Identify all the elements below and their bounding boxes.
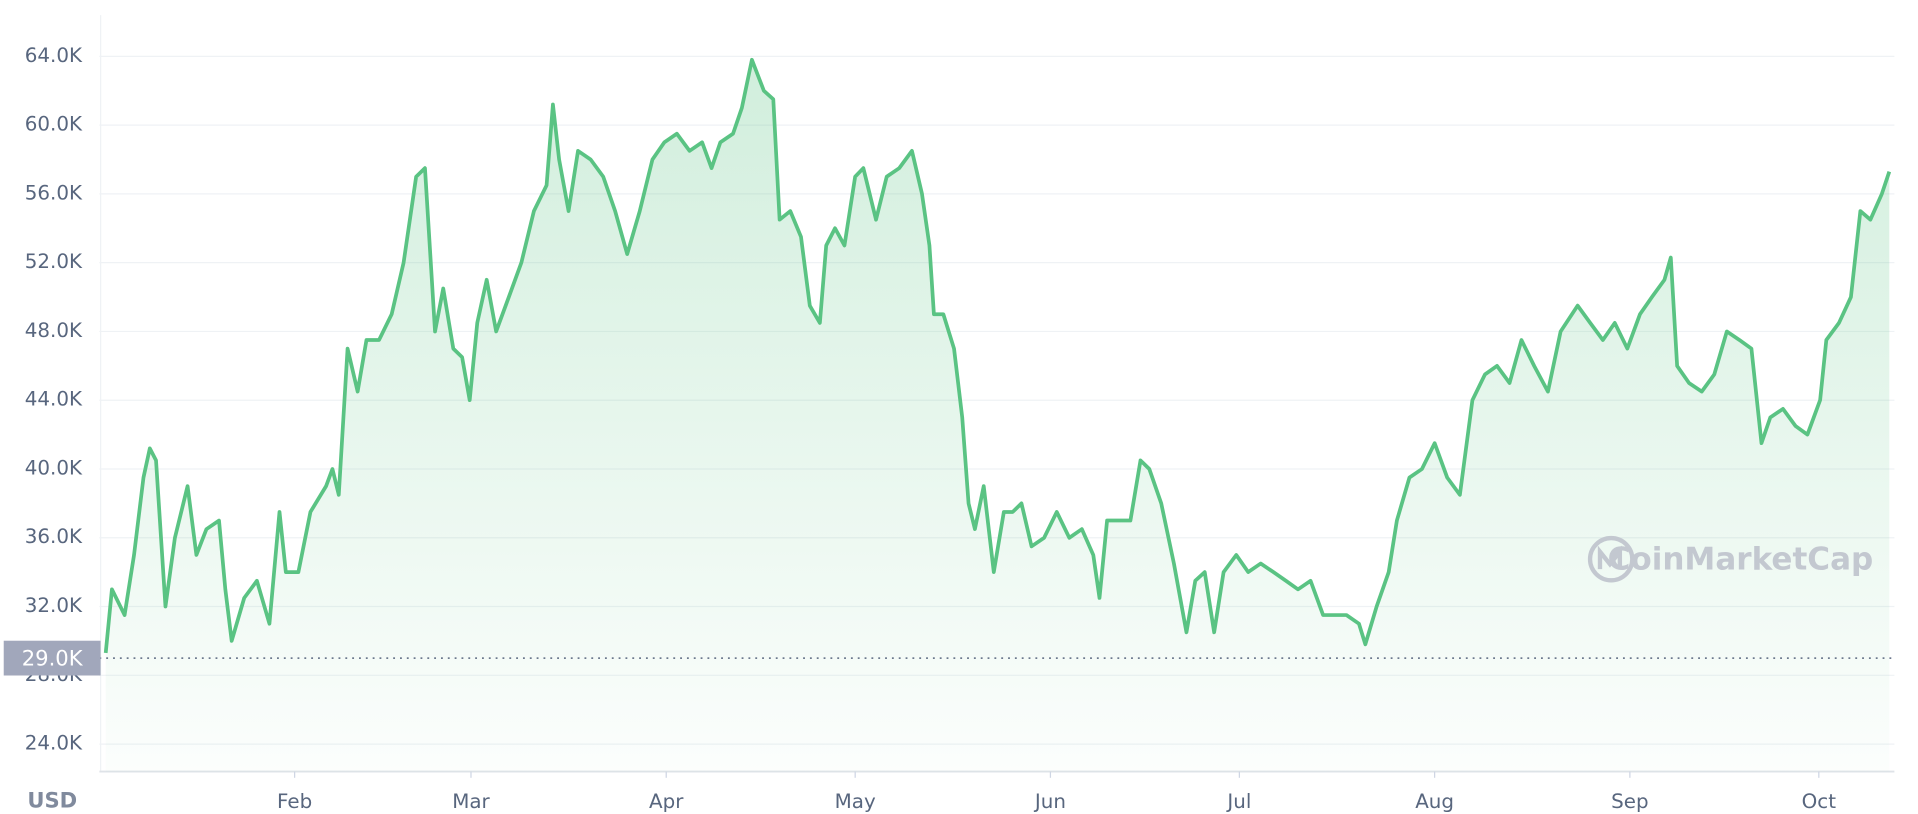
- x-tick-label: Apr: [649, 790, 684, 813]
- axis-label: USD: [27, 787, 77, 812]
- y-tick-label: 44.0K: [25, 388, 83, 411]
- x-tick-label: Jul: [1225, 790, 1251, 813]
- price-line: [103, 57, 1892, 654]
- y-tick-label: 36.0K: [25, 525, 83, 548]
- marks: [103, 57, 1892, 772]
- price-area: [105, 59, 1890, 772]
- reference-label: 29.0K: [22, 645, 84, 670]
- y-tick-label: 40.0K: [25, 456, 83, 479]
- y-tick-label: 24.0K: [25, 732, 83, 755]
- watermark-logo: [1587, 535, 1635, 583]
- overlay: 29.0K: [3, 640, 1895, 676]
- x-tick-label: Aug: [1415, 790, 1454, 813]
- x-tick-label: Oct: [1802, 790, 1837, 813]
- y-tick-label: 48.0K: [25, 319, 83, 342]
- x-tick-label: Jun: [1033, 790, 1066, 813]
- y-tick-label: 52.0K: [25, 250, 83, 273]
- watermark: CoinMarketCap: [1608, 541, 1874, 577]
- y-tick-label: 64.0K: [25, 44, 83, 67]
- y-tick-label: 56.0K: [25, 181, 83, 204]
- x-tick-label: Feb: [277, 790, 312, 813]
- x-tick-label: Mar: [452, 790, 490, 813]
- reference-label-box: [3, 640, 101, 676]
- y-tick-label: 32.0K: [25, 594, 83, 617]
- x-tick-label: Sep: [1611, 790, 1648, 813]
- x-tick-label: May: [835, 790, 876, 813]
- y-tick-label: 60.0K: [25, 113, 83, 136]
